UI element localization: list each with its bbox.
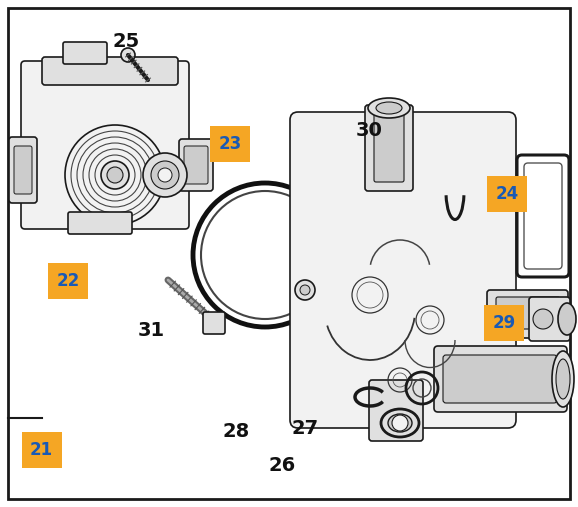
FancyBboxPatch shape [179, 139, 213, 191]
FancyBboxPatch shape [21, 61, 189, 229]
Text: 31: 31 [138, 321, 165, 340]
Circle shape [107, 167, 123, 183]
Text: 29: 29 [492, 314, 516, 333]
Circle shape [101, 161, 129, 189]
FancyBboxPatch shape [48, 263, 88, 300]
FancyBboxPatch shape [496, 297, 560, 329]
Circle shape [392, 415, 408, 431]
FancyBboxPatch shape [487, 175, 528, 212]
FancyBboxPatch shape [290, 112, 516, 428]
Ellipse shape [552, 351, 574, 407]
Text: 23: 23 [218, 135, 242, 154]
FancyBboxPatch shape [484, 305, 524, 342]
Ellipse shape [376, 102, 402, 114]
FancyBboxPatch shape [529, 297, 570, 341]
Circle shape [151, 161, 179, 189]
Text: 30: 30 [355, 121, 382, 140]
Circle shape [295, 280, 315, 300]
FancyBboxPatch shape [63, 42, 107, 64]
Text: 26: 26 [268, 456, 296, 475]
Circle shape [143, 153, 187, 197]
Ellipse shape [556, 359, 570, 399]
FancyBboxPatch shape [374, 108, 404, 182]
FancyBboxPatch shape [42, 57, 178, 85]
FancyBboxPatch shape [434, 346, 567, 412]
Circle shape [65, 125, 165, 225]
Ellipse shape [368, 98, 410, 118]
FancyBboxPatch shape [443, 355, 557, 403]
Circle shape [300, 285, 310, 295]
Ellipse shape [388, 414, 412, 432]
FancyBboxPatch shape [487, 290, 568, 338]
Circle shape [121, 48, 135, 62]
Text: 25: 25 [112, 32, 140, 51]
Text: 24: 24 [496, 185, 519, 203]
FancyBboxPatch shape [21, 432, 62, 468]
Text: 21: 21 [30, 441, 53, 459]
FancyBboxPatch shape [9, 137, 37, 203]
FancyBboxPatch shape [184, 146, 208, 184]
Text: 28: 28 [222, 422, 250, 442]
FancyBboxPatch shape [68, 212, 132, 234]
Text: 22: 22 [57, 272, 80, 291]
Circle shape [533, 309, 553, 329]
FancyBboxPatch shape [203, 312, 225, 334]
Circle shape [158, 168, 172, 182]
Ellipse shape [558, 303, 576, 335]
Text: 27: 27 [292, 419, 318, 438]
FancyBboxPatch shape [365, 105, 413, 191]
Ellipse shape [381, 409, 419, 437]
FancyBboxPatch shape [210, 126, 250, 163]
FancyBboxPatch shape [369, 380, 423, 441]
FancyBboxPatch shape [14, 146, 32, 194]
